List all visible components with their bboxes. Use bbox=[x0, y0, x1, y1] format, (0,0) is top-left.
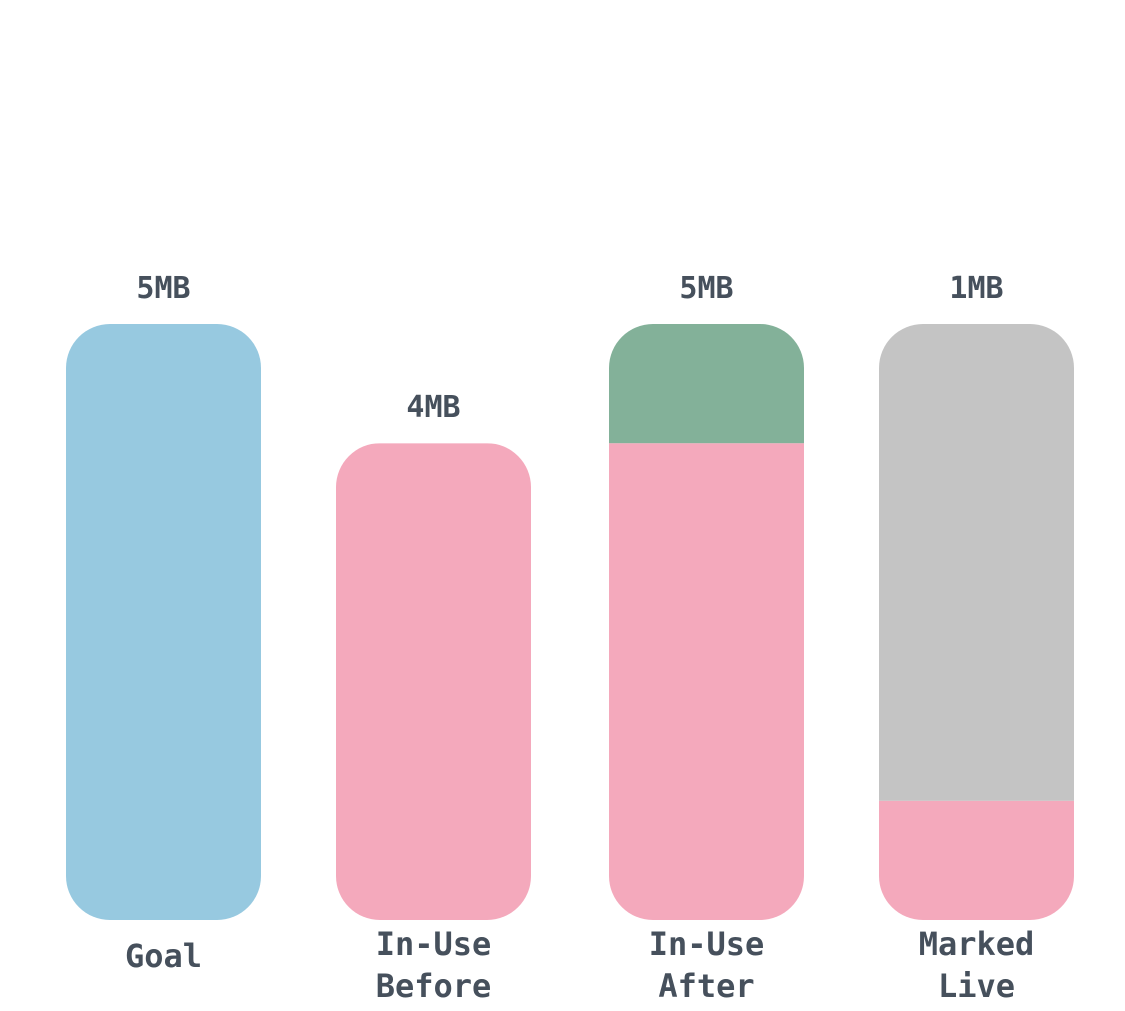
category-label-3-line-0: Marked bbox=[919, 925, 1035, 963]
value-label-3: 1MB bbox=[949, 271, 1003, 306]
category-label-2-line-0: In-Use bbox=[649, 925, 765, 963]
bar-3-segment-1 bbox=[879, 324, 1074, 801]
category-label-2-line-1: After bbox=[658, 967, 754, 1005]
bar-1-segment-0 bbox=[336, 443, 531, 920]
bar-3 bbox=[879, 324, 1074, 920]
category-label-1-line-0: In-Use bbox=[376, 925, 492, 963]
value-label-0: 5MB bbox=[136, 271, 190, 306]
bars bbox=[66, 324, 1074, 920]
bar-2 bbox=[609, 324, 804, 920]
category-label-3-line-1: Live bbox=[938, 967, 1015, 1005]
value-label-1: 4MB bbox=[406, 390, 460, 425]
bar-0-segment-0 bbox=[66, 324, 261, 920]
bar-2-segment-1 bbox=[609, 324, 804, 444]
category-label-1-line-1: Before bbox=[376, 967, 492, 1005]
bar-2-segment-0 bbox=[609, 443, 804, 920]
bar-0 bbox=[66, 324, 261, 920]
labels: 5MB Goal 4MB In-Use Before 5MB In-Use After 1MB M… bbox=[125, 271, 1034, 1005]
bar-1 bbox=[336, 443, 531, 920]
bar-3-segment-0 bbox=[879, 800, 1074, 920]
value-label-2: 5MB bbox=[679, 271, 733, 306]
category-label-0: Goal bbox=[125, 937, 202, 975]
